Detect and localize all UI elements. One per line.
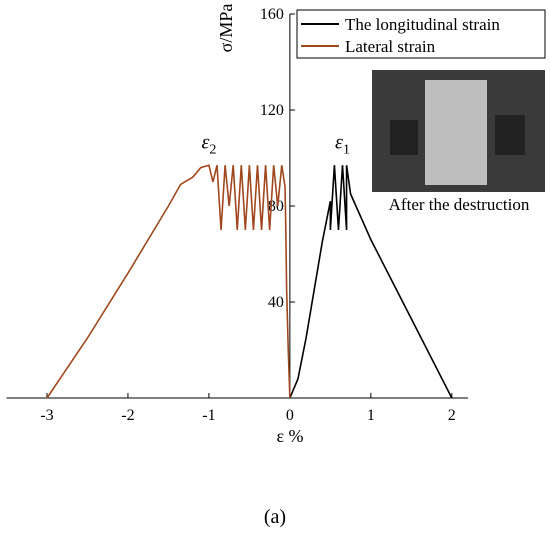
caption: (a)	[264, 506, 286, 528]
clamp	[390, 120, 418, 155]
clamp	[495, 115, 525, 155]
x-tick-label: 2	[448, 407, 456, 424]
annotation-symbol: ε	[201, 131, 209, 153]
y-tick-label: 40	[268, 294, 284, 311]
x-tick-label: 1	[367, 407, 375, 424]
legend-box	[296, 9, 546, 59]
annotation: ε2	[201, 131, 216, 157]
specimen	[425, 80, 487, 185]
x-tick-label: -1	[202, 407, 215, 424]
annotation: ε1	[335, 131, 350, 157]
annotation-subscript: 1	[343, 142, 350, 157]
legend-label: The longitudinal strain	[345, 15, 500, 34]
y-tick-label: 160	[260, 6, 284, 23]
y-tick-label: 120	[260, 102, 284, 119]
inset-photo	[372, 70, 545, 192]
series-line	[46, 164, 291, 399]
x-tick-label: -3	[40, 407, 53, 424]
annotation-subscript: 2	[209, 142, 216, 157]
x-axis-title: ε %	[276, 426, 303, 446]
x-tick-label: -2	[121, 407, 134, 424]
x-tick-label: 0	[286, 407, 294, 424]
legend-label: Lateral strain	[345, 37, 436, 56]
series-line	[289, 165, 453, 399]
annotation-symbol: ε	[335, 131, 343, 153]
inset-caption: After the destruction	[389, 195, 530, 214]
y-axis-title: σ/MPa	[216, 4, 236, 53]
